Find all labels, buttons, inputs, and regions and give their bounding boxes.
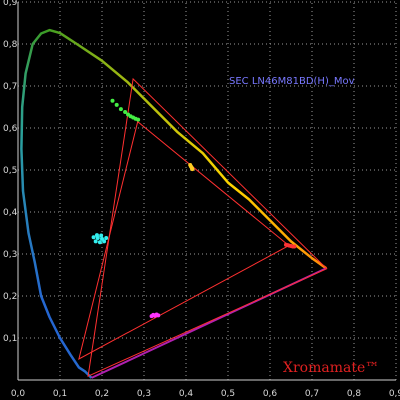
measurement-point [114,102,119,107]
measurement-point [156,313,161,318]
y-tick-label: 0,7 [3,82,17,92]
x-tick-label: 0,4 [179,389,194,399]
measurement-point [91,235,96,240]
x-tick-label: 0,5 [221,389,235,399]
measurement-point [93,239,98,244]
y-tick-label: 0,5 [3,166,17,176]
y-tick-label: 0,8 [3,40,18,50]
x-tick-label: 0,9 [389,389,400,399]
reference-gamut-triangle [87,77,328,378]
x-tick-label: 0,3 [137,389,151,399]
measurement-point [102,239,107,244]
measurement-point [123,110,128,115]
x-tick-label: 0,2 [95,389,109,399]
x-tick-label: 0,0 [11,389,26,399]
x-tick-label: 0,7 [305,389,319,399]
y-tick-label: 0,9 [3,0,18,8]
y-tick-label: 0,4 [3,208,18,218]
measurement-point [110,98,115,103]
y-tick-label: 0,1 [3,334,17,344]
measurement-point [136,117,141,122]
gamut-triangles [78,77,328,378]
measurement-point [94,233,99,238]
x-tick-label: 0,1 [53,389,67,399]
white-point-ray [149,242,288,246]
grid [17,1,397,381]
brand-logo-text: Xromamate™ [283,360,379,376]
x-tick-label: 0,8 [347,389,362,399]
measurement-point [190,167,195,172]
y-tick-label: 0,3 [3,250,17,260]
white-point-ray [79,242,150,359]
spectral-locus-curve [20,28,328,379]
measurement-point [118,107,123,112]
y-tick-label: 0,6 [3,124,18,134]
y-tick-label: 0,2 [3,292,17,302]
measurement-point [99,233,104,238]
measurement-point [292,244,297,249]
x-tick-label: 0,6 [263,389,278,399]
measurement-point [104,236,109,241]
device-label: SEC LN46M81BD(H)_Mov [229,76,355,87]
measured-gamut-triangle [78,120,290,360]
measurement-points [91,98,297,319]
axis-tick-labels: 0,0 0,1 0,2 0,3 0,4 0,5 0,6 0,7 0,8 0,9 0,1 0,2 0,3 0… [3,0,400,399]
measurement-point [97,240,102,245]
